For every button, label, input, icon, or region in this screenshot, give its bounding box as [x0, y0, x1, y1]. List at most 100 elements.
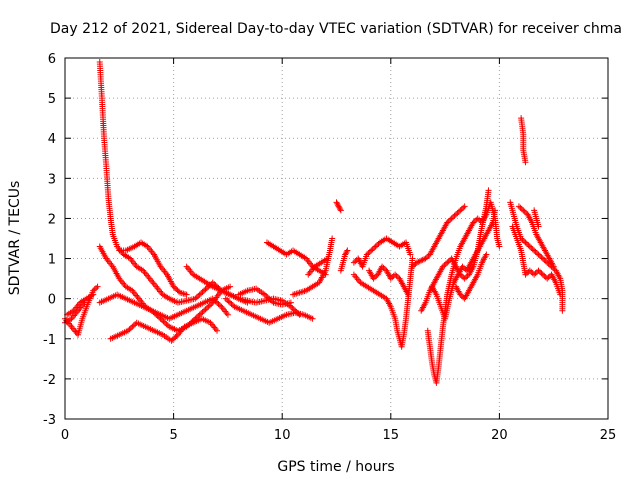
data-point	[372, 243, 379, 250]
data-point	[542, 258, 549, 265]
data-point	[528, 268, 535, 275]
data-point	[290, 306, 297, 313]
data-point	[532, 270, 539, 277]
data-point	[216, 302, 223, 309]
data-point	[183, 291, 190, 298]
data-point	[407, 251, 414, 258]
data-point	[532, 248, 539, 255]
data-point	[461, 275, 468, 282]
data-point	[447, 216, 454, 223]
data-point	[518, 206, 525, 213]
data-point	[163, 321, 170, 328]
data-point	[379, 263, 386, 270]
data-point	[419, 256, 426, 263]
data-point	[224, 311, 231, 318]
data-point	[222, 295, 229, 302]
data-point	[393, 272, 400, 279]
data-point	[424, 254, 430, 261]
data-point	[324, 255, 331, 262]
data-point	[293, 309, 300, 316]
data-point	[483, 251, 490, 258]
data-point	[522, 239, 529, 246]
y-tick-label: 2	[48, 212, 56, 227]
data-point	[225, 298, 232, 305]
data-point	[451, 212, 458, 219]
y-tick-label: -1	[43, 333, 56, 348]
data-point	[198, 290, 205, 297]
data-point	[160, 318, 167, 325]
data-point	[410, 262, 417, 269]
data-point	[522, 271, 529, 278]
data-point	[539, 271, 546, 278]
data-point	[460, 264, 467, 271]
data-point	[368, 247, 375, 254]
data-point	[405, 291, 412, 298]
y-tick-label: -2	[43, 373, 56, 388]
data-point	[455, 208, 462, 215]
data-point	[442, 260, 449, 267]
data-point	[342, 250, 349, 257]
data-point	[418, 257, 425, 264]
data-point	[526, 267, 533, 274]
data-point	[541, 256, 548, 263]
data-point	[457, 291, 464, 298]
data-point	[380, 264, 387, 271]
data-point	[536, 268, 543, 275]
data-point	[458, 206, 465, 213]
data-points	[62, 59, 566, 386]
x-axis-label: GPS time / hours	[277, 459, 394, 475]
x-tick-label: 25	[600, 428, 617, 443]
data-point	[124, 327, 131, 334]
data-point	[336, 204, 343, 211]
data-point	[445, 258, 452, 265]
data-point	[195, 292, 202, 299]
data-point	[81, 299, 88, 306]
data-point	[521, 238, 528, 245]
data-point	[375, 240, 382, 247]
data-point	[416, 258, 423, 265]
data-point	[173, 332, 180, 339]
data-point	[452, 211, 459, 218]
y-tick-label: 6	[48, 52, 56, 67]
data-point	[214, 327, 221, 334]
data-point	[192, 295, 199, 302]
data-point	[266, 295, 273, 302]
data-point	[205, 303, 212, 310]
data-point	[445, 218, 452, 225]
data-point	[202, 286, 209, 293]
data-point	[415, 258, 422, 265]
data-point	[526, 243, 533, 250]
y-tick-label: -3	[43, 413, 56, 428]
data-point	[550, 263, 557, 270]
data-point	[517, 204, 524, 211]
data-point	[389, 274, 396, 281]
data-point	[461, 203, 468, 210]
data-point	[295, 310, 302, 317]
data-point	[203, 305, 210, 312]
data-point	[492, 207, 499, 214]
data-point	[337, 207, 344, 214]
data-point	[531, 271, 538, 278]
data-point	[94, 283, 101, 290]
data-point	[539, 255, 546, 262]
data-point	[454, 210, 461, 217]
data-point	[371, 244, 378, 251]
data-point	[93, 284, 100, 291]
data-point	[409, 263, 416, 270]
y-tick-label: 5	[48, 92, 56, 107]
data-point	[199, 309, 206, 316]
data-point	[460, 204, 467, 211]
data-point	[422, 255, 429, 262]
data-point	[535, 251, 542, 258]
data-point	[333, 199, 340, 206]
data-point	[343, 248, 350, 255]
data-point	[392, 271, 399, 278]
data-point	[344, 247, 351, 254]
data-point	[130, 322, 137, 329]
data-point	[342, 251, 349, 258]
data-point	[541, 272, 548, 279]
data-point	[387, 275, 394, 282]
data-point	[444, 219, 451, 226]
data-point	[457, 207, 464, 214]
data-point	[199, 288, 206, 295]
